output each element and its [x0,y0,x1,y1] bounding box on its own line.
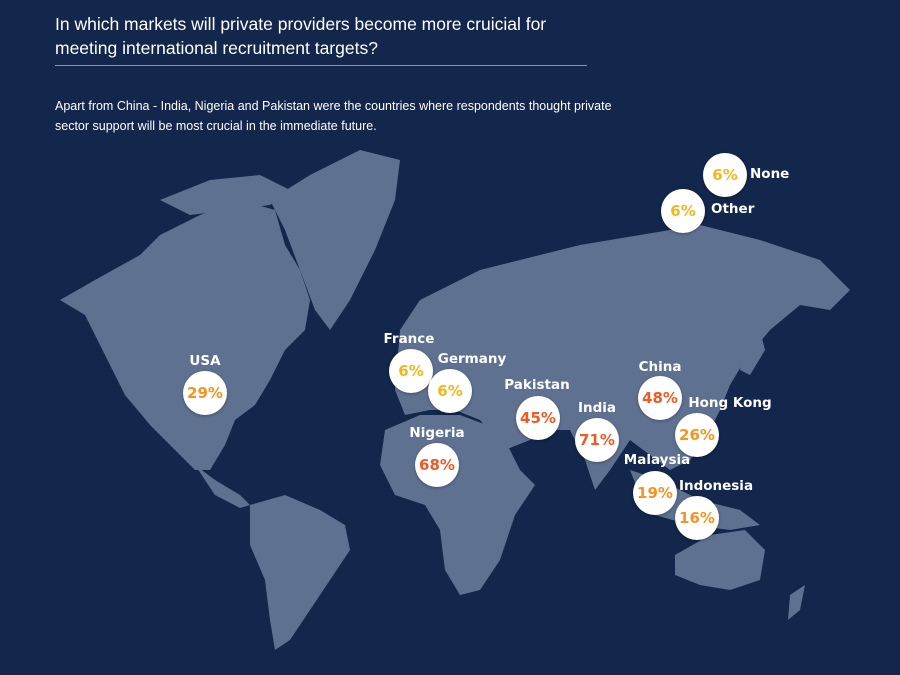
central-america [195,465,250,508]
greenland [270,150,400,330]
market-value-bubble: 29% [183,371,227,415]
australia [675,530,765,590]
market-label: Germany [437,351,507,367]
market-label: Hong Kong [688,395,772,411]
market-label: China [638,359,682,375]
market-value-bubble: 6% [428,369,472,413]
japan [740,330,765,375]
market-label: Pakistan [504,377,570,393]
north-america [60,200,310,470]
market-label: USA [189,353,221,369]
market-value-bubble: 16% [675,496,719,540]
market-value-bubble: 6% [703,153,747,197]
market-label: France [383,331,435,347]
market-value-bubble: 26% [675,413,719,457]
market-label: Indonesia [678,478,754,494]
market-value-bubble: 6% [661,189,705,233]
market-label: Malaysia [623,452,691,468]
market-value-bubble: 19% [633,471,677,515]
subtitle: Apart from China - India, Nigeria and Pa… [55,99,612,133]
market-label: India [577,400,617,416]
south-america [250,495,350,650]
market-value-bubble: 48% [638,376,682,420]
market-label: Other [711,201,755,217]
market-value-bubble: 68% [415,443,459,487]
market-value-bubble: 45% [516,396,560,440]
market-label: Nigeria [409,425,465,441]
market-label: None [750,166,790,182]
title-divider [55,65,587,66]
canadian-islands [160,175,290,215]
market-value-bubble: 6% [389,349,433,393]
page-title: In which markets will private providers … [55,14,547,58]
market-value-bubble: 71% [575,418,619,462]
europe-asia [395,225,850,490]
new-zealand [788,585,805,620]
